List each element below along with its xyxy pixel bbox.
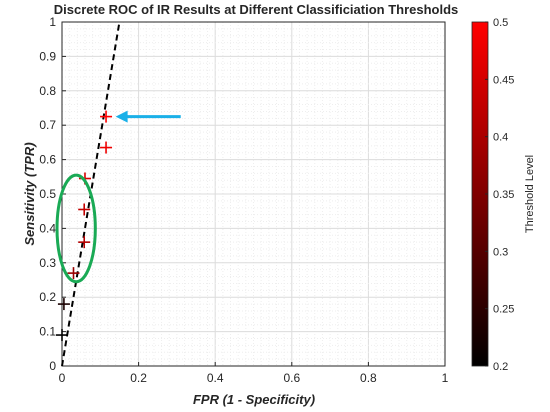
x-tick-label: 0.4 [207,371,224,385]
x-tick-label: 0 [59,371,66,385]
x-axis-label: FPR (1 - Specificity) [193,392,315,407]
grid-lines [61,21,446,367]
data-point-marker [56,329,68,342]
y-tick-label: 0.6 [39,153,56,167]
highlight-ellipse [55,173,97,284]
x-tick-label: 1 [442,371,449,385]
data-point-marker [100,110,113,123]
colorbar-label: Threshold Level [524,155,536,233]
y-tick-label: 0.1 [39,325,56,339]
data-point-marker [57,298,70,311]
y-axis-label: Sensitivity (TPR) [22,142,37,245]
colorbar-tick-label: 0.35 [493,189,514,201]
y-tick-label: 0 [49,359,56,373]
colorbar-tick-label: 0.2 [493,361,508,373]
y-tick-label: 0.2 [39,290,56,304]
x-tick-label: 0.6 [283,371,300,385]
data-point-marker [67,267,80,280]
colorbar-tick-label: 0.45 [493,74,514,86]
annotations [55,110,181,284]
colorbar-tick-label: 0.3 [493,246,508,258]
pointer-arrow-head [115,110,128,123]
data-point-marker [78,203,91,216]
y-tick-label: 0.7 [39,118,56,132]
data-point-marker [78,236,91,249]
chart-title: Discrete ROC of IR Results at Different … [54,2,459,17]
x-tick-label: 0.8 [360,371,377,385]
colorbar-ticks: 0.2 0.25 0.3 0.35 0.4 0.45 0.5 [485,17,514,373]
data-markers [56,110,113,342]
y-tick-label: 0.4 [39,221,56,235]
y-tick-label: 0.9 [39,49,56,63]
axis-ticks: 0 0.2 0.4 0.6 0.8 1 0 0.1 0.2 0.3 0.4 0.5 0.6 0.7 0.8 0… [39,15,448,385]
colorbar-tick-label: 0.4 [493,132,508,144]
y-tick-label: 0.5 [39,187,56,201]
data-point-marker [100,141,113,154]
y-tick-label: 0.3 [39,256,56,270]
y-tick-label: 1 [49,15,56,29]
colorbar-tick-label: 0.25 [493,304,514,316]
x-tick-label: 0.2 [130,371,147,385]
y-tick-label: 0.8 [39,84,56,98]
colorbar-tick-label: 0.5 [493,17,508,29]
